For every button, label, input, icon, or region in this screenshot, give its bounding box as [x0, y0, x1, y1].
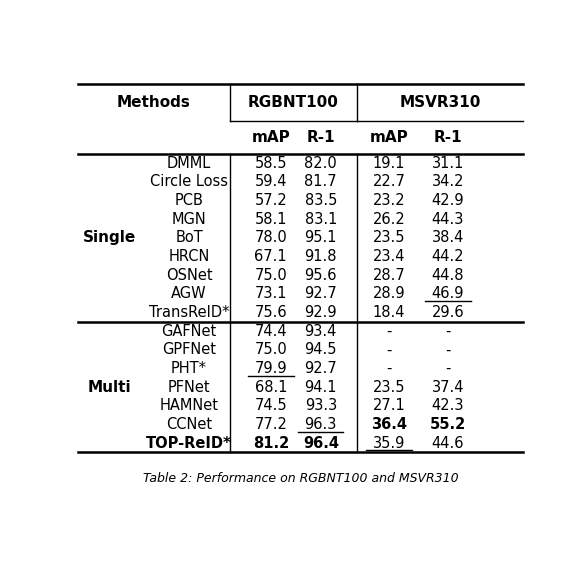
Text: TOP-ReID*: TOP-ReID* [146, 435, 232, 451]
Text: -: - [445, 324, 451, 339]
Text: PCB: PCB [175, 193, 203, 208]
Text: 23.5: 23.5 [373, 380, 405, 394]
Text: 28.7: 28.7 [373, 268, 406, 283]
Text: RGBNT100: RGBNT100 [248, 95, 339, 110]
Text: HAMNet: HAMNet [159, 398, 219, 413]
Text: 42.3: 42.3 [432, 398, 464, 413]
Text: 92.7: 92.7 [304, 361, 337, 376]
Text: R-1: R-1 [306, 130, 335, 145]
Text: R-1: R-1 [434, 130, 462, 145]
Text: -: - [386, 361, 391, 376]
Text: -: - [445, 343, 451, 357]
Text: 75.0: 75.0 [254, 268, 287, 283]
Text: Circle Loss: Circle Loss [150, 174, 228, 189]
Text: MGN: MGN [172, 212, 206, 227]
Text: GAFNet: GAFNet [161, 324, 217, 339]
Text: 73.1: 73.1 [254, 286, 287, 302]
Text: 22.7: 22.7 [373, 174, 406, 189]
Text: OSNet: OSNet [166, 268, 212, 283]
Text: GPFNet: GPFNet [162, 343, 216, 357]
Text: 34.2: 34.2 [432, 174, 464, 189]
Text: CCNet: CCNet [166, 417, 212, 432]
Text: 42.9: 42.9 [432, 193, 464, 208]
Text: 92.9: 92.9 [305, 305, 337, 320]
Text: DMML: DMML [167, 156, 211, 171]
Text: 57.2: 57.2 [254, 193, 287, 208]
Text: HRCN: HRCN [168, 249, 210, 264]
Text: BoT: BoT [175, 230, 203, 246]
Text: 81.2: 81.2 [253, 435, 289, 451]
Text: 79.9: 79.9 [254, 361, 287, 376]
Text: 91.8: 91.8 [305, 249, 337, 264]
Text: PFNet: PFNet [168, 380, 210, 394]
Text: 26.2: 26.2 [373, 212, 406, 227]
Text: 36.4: 36.4 [371, 417, 407, 432]
Text: 81.7: 81.7 [305, 174, 337, 189]
Text: 44.3: 44.3 [432, 212, 464, 227]
Text: MSVR310: MSVR310 [399, 95, 481, 110]
Text: 75.6: 75.6 [254, 305, 287, 320]
Text: 83.5: 83.5 [305, 193, 337, 208]
Text: 94.1: 94.1 [305, 380, 337, 394]
Text: 29.6: 29.6 [432, 305, 464, 320]
Text: 82.0: 82.0 [304, 156, 337, 171]
Text: 58.1: 58.1 [254, 212, 287, 227]
Text: PHT*: PHT* [171, 361, 207, 376]
Text: -: - [386, 343, 391, 357]
Text: 68.1: 68.1 [254, 380, 287, 394]
Text: 55.2: 55.2 [430, 417, 466, 432]
Text: 67.1: 67.1 [254, 249, 287, 264]
Text: 93.3: 93.3 [305, 398, 337, 413]
Text: 44.2: 44.2 [432, 249, 464, 264]
Text: 58.5: 58.5 [254, 156, 287, 171]
Text: 44.8: 44.8 [432, 268, 464, 283]
Text: Multi: Multi [88, 380, 131, 394]
Text: 96.3: 96.3 [305, 417, 337, 432]
Text: mAP: mAP [251, 130, 290, 145]
Text: -: - [386, 324, 391, 339]
Text: mAP: mAP [370, 130, 408, 145]
Text: 77.2: 77.2 [254, 417, 287, 432]
Text: 19.1: 19.1 [373, 156, 405, 171]
Text: 74.4: 74.4 [254, 324, 287, 339]
Text: 23.2: 23.2 [373, 193, 405, 208]
Text: Table 2: Performance on RGBNT100 and MSVR310: Table 2: Performance on RGBNT100 and MSV… [142, 473, 458, 485]
Text: 75.0: 75.0 [254, 343, 287, 357]
Text: 93.4: 93.4 [305, 324, 337, 339]
Text: AGW: AGW [171, 286, 207, 302]
Text: 94.5: 94.5 [305, 343, 337, 357]
Text: 95.6: 95.6 [305, 268, 337, 283]
Text: TransReID*: TransReID* [149, 305, 229, 320]
Text: 31.1: 31.1 [432, 156, 464, 171]
Text: 46.9: 46.9 [432, 286, 464, 302]
Text: Single: Single [83, 230, 136, 246]
Text: 37.4: 37.4 [432, 380, 464, 394]
Text: -: - [445, 361, 451, 376]
Text: 96.4: 96.4 [303, 435, 339, 451]
Text: 28.9: 28.9 [373, 286, 405, 302]
Text: 23.4: 23.4 [373, 249, 405, 264]
Text: 23.5: 23.5 [373, 230, 405, 246]
Text: 95.1: 95.1 [305, 230, 337, 246]
Text: 92.7: 92.7 [304, 286, 337, 302]
Text: 44.6: 44.6 [432, 435, 464, 451]
Text: 78.0: 78.0 [254, 230, 287, 246]
Text: 83.1: 83.1 [305, 212, 337, 227]
Text: 59.4: 59.4 [254, 174, 287, 189]
Text: 35.9: 35.9 [373, 435, 405, 451]
Text: 38.4: 38.4 [432, 230, 464, 246]
Text: 18.4: 18.4 [373, 305, 405, 320]
Text: 74.5: 74.5 [254, 398, 287, 413]
Text: 27.1: 27.1 [373, 398, 406, 413]
Text: Methods: Methods [117, 95, 191, 110]
